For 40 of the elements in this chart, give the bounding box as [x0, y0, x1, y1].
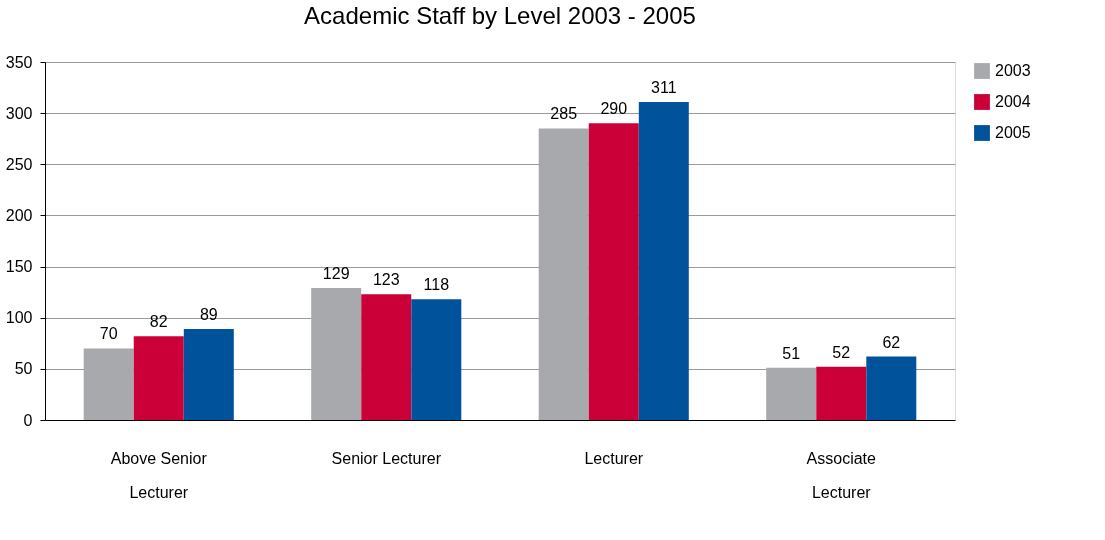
data-label: 290: [600, 100, 628, 118]
y-tick-label: 0: [23, 411, 33, 429]
bar: [538, 128, 589, 420]
bar: [766, 367, 817, 420]
bar: [133, 336, 184, 420]
data-label: 82: [149, 313, 168, 331]
data-label: 118: [423, 276, 450, 294]
bar: [588, 123, 639, 420]
chart-title: Academic Staff by Level 2003 - 2005: [304, 2, 696, 29]
bar: [411, 299, 462, 420]
y-tick-label: 200: [5, 206, 33, 224]
data-label: 311: [651, 78, 677, 96]
bar: [183, 328, 234, 420]
data-label: 62: [882, 333, 901, 351]
data-label: 52: [832, 343, 851, 361]
x-tick-label: Above Senior Lecturer: [110, 449, 208, 501]
y-tick-label: 250: [5, 155, 33, 173]
data-label: 51: [782, 344, 801, 362]
y-tick-label: 300: [5, 104, 33, 122]
legend-label: 2003: [995, 62, 1031, 79]
y-tick-label: 350: [5, 53, 33, 71]
legend-label: 2005: [995, 124, 1031, 141]
data-label: 123: [372, 271, 400, 289]
x-tick-label: Senior Lecturer: [331, 449, 442, 467]
x-tick-label: Associate Lecturer: [806, 449, 877, 501]
y-tick-label: 50: [14, 360, 33, 378]
data-label: 285: [550, 105, 578, 123]
legend-label: 2004: [995, 93, 1031, 110]
bar: [361, 294, 412, 420]
bar: [311, 288, 362, 420]
y-tick-label: 150: [5, 258, 33, 276]
bar: [866, 356, 917, 420]
bar: [83, 348, 134, 420]
y-tick-label: 100: [5, 309, 33, 327]
data-label: 70: [99, 325, 118, 343]
data-label: 129: [322, 265, 350, 283]
bar: [638, 101, 689, 420]
bar: [816, 366, 867, 420]
x-tick-label: Lecturer: [584, 449, 644, 467]
data-label: 89: [199, 305, 218, 323]
